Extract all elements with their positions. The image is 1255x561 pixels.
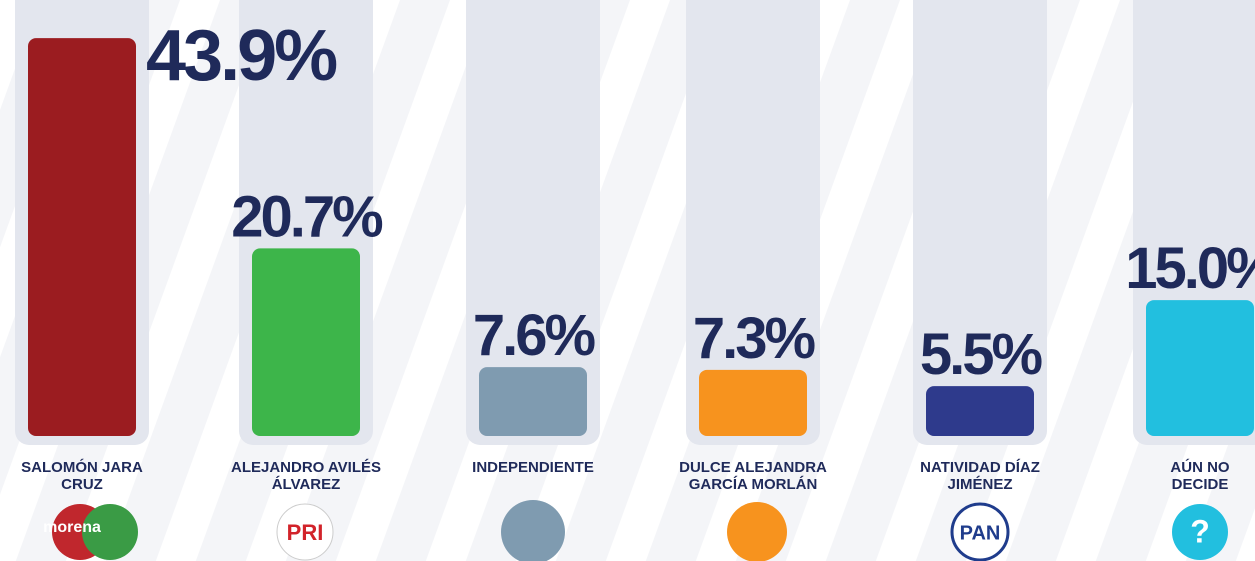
logo-text: PRI bbox=[287, 520, 324, 545]
bar bbox=[1146, 300, 1254, 436]
logo-text: ? bbox=[1190, 513, 1210, 549]
category-label: ALEJANDRO AVILÉS ÁLVAREZ bbox=[231, 459, 381, 493]
value-label: 7.6% bbox=[473, 303, 596, 368]
logo-text: morena bbox=[43, 519, 101, 536]
value-label: 15.0% bbox=[1125, 236, 1255, 301]
bar bbox=[28, 38, 136, 436]
bar bbox=[699, 369, 807, 436]
category-label: SALOMÓN JARA CRUZ bbox=[21, 458, 143, 493]
logo-text: PAN bbox=[960, 522, 1001, 544]
bar bbox=[479, 367, 587, 436]
value-label: 5.5% bbox=[920, 322, 1043, 387]
logo bbox=[950, 502, 1010, 561]
logo bbox=[501, 500, 565, 561]
logo bbox=[727, 502, 787, 561]
category-label: DULCE ALEJANDRA GARCÍA MORLÁN bbox=[679, 459, 827, 493]
bar-track bbox=[913, 0, 1047, 445]
value-label: 20.7% bbox=[231, 184, 383, 249]
bar bbox=[926, 386, 1034, 436]
category-label: AÚN NO DECIDE bbox=[1170, 458, 1229, 493]
bar-track bbox=[466, 0, 600, 445]
bar bbox=[252, 248, 360, 436]
bar-track bbox=[686, 0, 820, 445]
logo bbox=[276, 503, 334, 561]
logo bbox=[82, 504, 138, 560]
logo bbox=[1172, 504, 1228, 560]
category-label: NATIVIDAD DÍAZ JIMÉNEZ bbox=[920, 459, 1040, 493]
category-label: INDEPENDIENTE bbox=[472, 459, 594, 476]
value-label: 7.3% bbox=[693, 306, 816, 371]
value-label: 43.9% bbox=[146, 16, 337, 96]
